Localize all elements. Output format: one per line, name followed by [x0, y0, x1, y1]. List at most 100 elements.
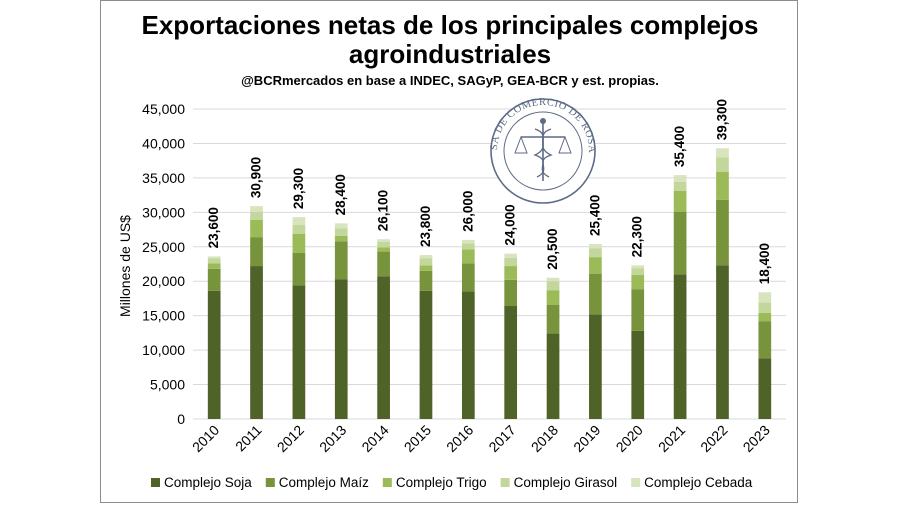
x-tick-label: 2019	[570, 422, 603, 455]
x-tick-label: 2023	[740, 422, 773, 455]
bar-segment	[631, 275, 645, 290]
x-tick-label: 2014	[358, 422, 391, 455]
total-data-label: 39,300	[714, 99, 729, 140]
legend: Complejo Soja Complejo Maíz Complejo Trigo…	[151, 475, 753, 490]
bar-segment	[589, 248, 602, 258]
total-data-label: 18,400	[757, 243, 772, 284]
bar-segment	[334, 223, 348, 229]
bar-segment	[207, 290, 221, 419]
bar-segment	[461, 243, 475, 250]
legend-label: Complejo Cebada	[644, 475, 753, 490]
y-tick-label: 45,000	[142, 101, 185, 117]
x-tick-label: 2018	[528, 422, 561, 455]
bar-segment	[716, 171, 729, 200]
total-data-label: 26,100	[376, 190, 391, 231]
total-data-label: 25,400	[587, 195, 602, 236]
bar-segment	[631, 265, 645, 269]
bar-segment	[461, 239, 475, 244]
total-data-label: 35,400	[672, 126, 687, 167]
bars	[207, 148, 772, 419]
bar-segment	[292, 233, 306, 253]
x-tick-label: 2017	[485, 422, 518, 455]
bar-segment	[673, 274, 687, 419]
bar-segment	[758, 321, 772, 359]
total-data-labels: 23,600 30,900 29,300 28,400 26,100 23,800 26,0…	[206, 99, 772, 284]
gridlines	[193, 108, 786, 420]
total-data-label: 20,500	[545, 228, 560, 269]
bar-segment	[716, 199, 729, 266]
x-tick-label: 2012	[274, 422, 307, 455]
bar-segment	[546, 281, 560, 291]
bar-segment	[758, 292, 772, 303]
bar-segment	[631, 330, 645, 419]
bar-segment	[419, 255, 433, 259]
legend-label: Complejo Soja	[164, 475, 252, 490]
bar-segment	[673, 211, 687, 275]
chart-title-line1: Exportaciones netas de los principales c…	[142, 10, 759, 40]
bar-segment	[589, 314, 602, 419]
bcr-seal-logo: BOLSA DE COMERCIO DE ROSARIO	[489, 97, 597, 204]
chart-title-line2: agroindustriales	[349, 39, 551, 69]
legend-swatch	[631, 478, 641, 487]
x-tick-label: 2010	[189, 422, 222, 455]
total-data-label: 24,000	[503, 204, 518, 245]
bar-segment	[419, 258, 433, 266]
legend-swatch	[265, 478, 275, 487]
total-data-label: 26,000	[460, 191, 475, 232]
y-tick-label: 35,000	[142, 170, 185, 186]
bar-segment	[334, 228, 348, 236]
x-axis-ticks: 2010 2011 2012 2013 2014 2015 2016 2017 2018 2019…	[189, 422, 773, 455]
bar-segment	[546, 290, 560, 305]
total-data-label: 23,600	[206, 207, 221, 248]
x-tick-label: 2021	[655, 422, 688, 455]
bar-segment	[292, 217, 306, 225]
bar-segment	[250, 206, 263, 212]
total-data-label: 22,300	[630, 216, 645, 257]
bar-segment	[377, 247, 390, 252]
y-tick-label: 40,000	[142, 135, 185, 151]
bar-segment	[758, 358, 772, 419]
legend-swatch	[500, 478, 510, 487]
bar-segment	[334, 235, 348, 242]
bar-segment	[292, 285, 306, 419]
bar-segment	[461, 249, 475, 264]
bar-segment	[589, 244, 602, 249]
bar-segment	[377, 241, 390, 248]
legend-label: Complejo Trigo	[396, 475, 487, 490]
bar-segment	[716, 157, 729, 172]
total-data-label: 23,800	[418, 206, 433, 247]
bar-segment	[504, 257, 518, 267]
total-data-label: 30,900	[249, 157, 264, 198]
bar-segment	[250, 266, 263, 419]
x-tick-label: 2015	[401, 422, 434, 455]
bar-segment	[377, 276, 390, 419]
bar-segment	[207, 268, 221, 291]
x-tick-label: 2011	[232, 422, 265, 455]
y-tick-label: 25,000	[142, 239, 185, 255]
chart-subtitle: @BCRmercados en base a INDEC, SAGyP, GEA…	[241, 73, 659, 88]
bar-segment	[292, 224, 306, 234]
bar-segment	[207, 258, 221, 264]
x-tick-label: 2013	[316, 422, 349, 455]
stacked-bar-chart: Exportaciones netas de los principales c…	[117, 10, 786, 490]
bar-segment	[419, 290, 433, 419]
bar-segment	[673, 182, 687, 191]
legend-label: Complejo Maíz	[279, 475, 369, 490]
bar-segment	[546, 304, 560, 334]
bar-segment	[207, 263, 221, 269]
bar-segment	[589, 273, 602, 315]
bar-segment	[589, 257, 602, 274]
legend-swatch	[382, 478, 392, 487]
y-tick-label: 20,000	[142, 273, 185, 289]
bar-segment	[673, 190, 687, 212]
legend-label: Complejo Girasol	[514, 475, 618, 490]
bar-segment	[377, 251, 390, 277]
y-tick-label: 15,000	[142, 308, 185, 324]
bar-segment	[334, 279, 348, 419]
bar-segment	[250, 237, 263, 267]
x-tick-label: 2020	[613, 422, 646, 455]
bar-segment	[716, 148, 729, 158]
bar-segment	[419, 265, 433, 271]
bar-segment	[334, 241, 348, 280]
y-tick-label: 5,000	[150, 377, 185, 393]
